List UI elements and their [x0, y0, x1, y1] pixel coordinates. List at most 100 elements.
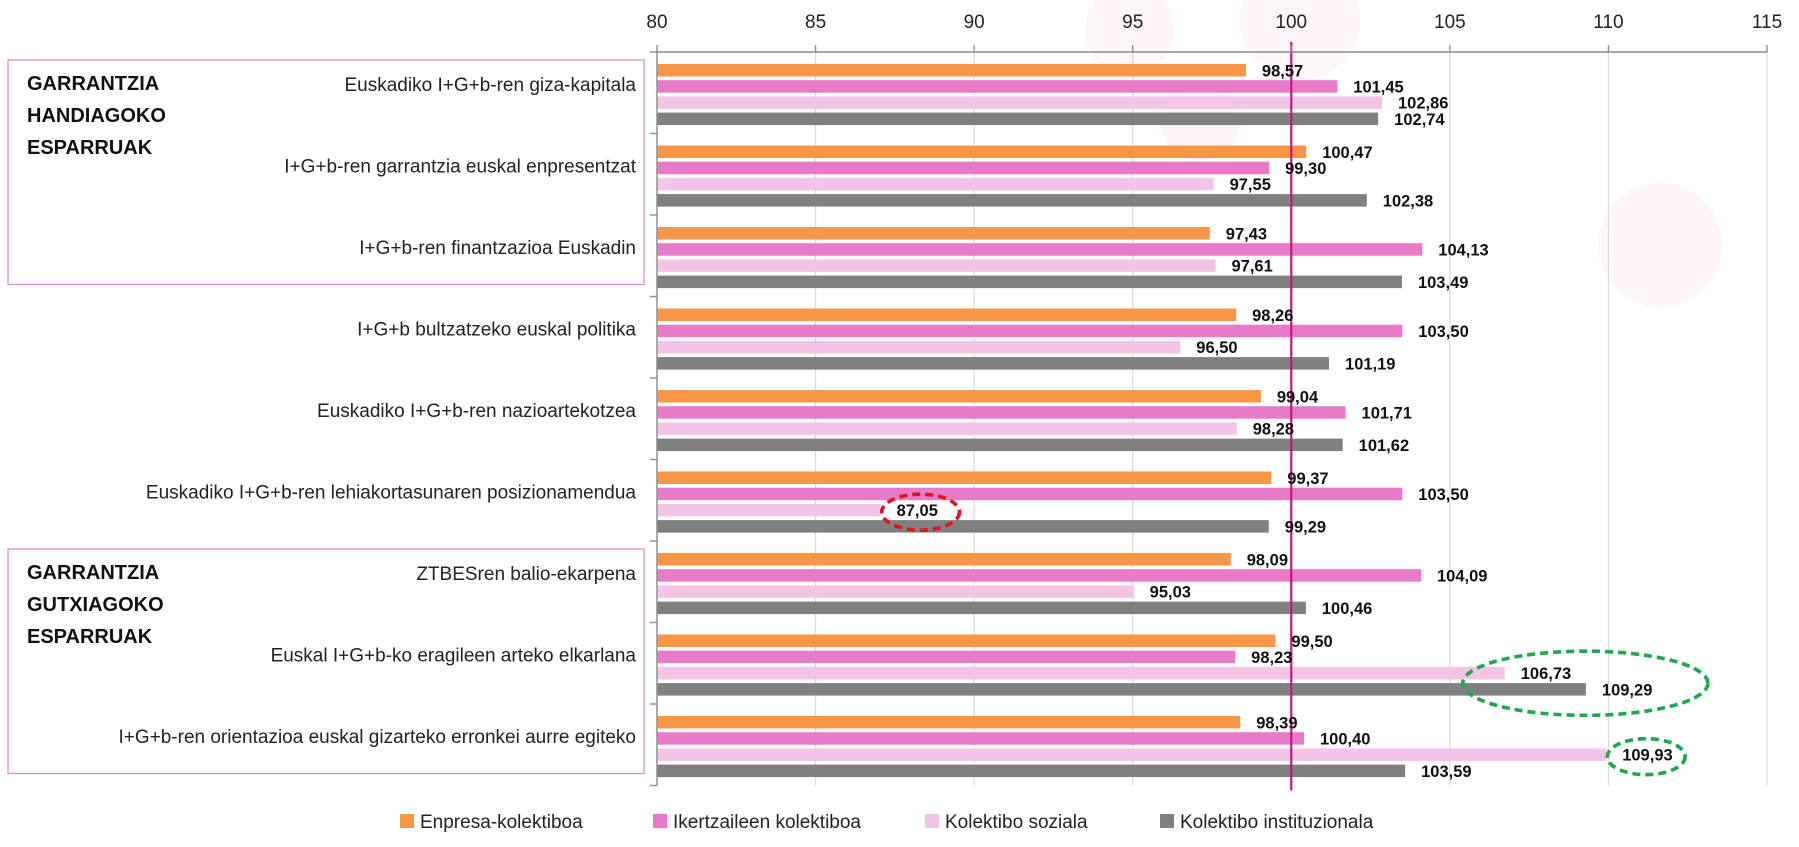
bar	[657, 503, 881, 517]
legend-swatch	[400, 814, 414, 828]
value-label: 101,45	[1353, 78, 1403, 96]
bar	[657, 112, 1379, 126]
value-label: 99,29	[1285, 518, 1326, 536]
value-label: 103,50	[1418, 486, 1468, 504]
bar	[657, 438, 1343, 452]
value-label: 101,19	[1345, 355, 1395, 373]
group-title: ESPARRUAK	[27, 626, 153, 648]
bar	[657, 520, 1269, 533]
value-label: 100,46	[1322, 600, 1372, 618]
bar	[657, 748, 1607, 761]
legend: Enpresa-kolektiboa Ikertzaileen kolektibo…	[400, 812, 1374, 833]
highlight-ellipses	[879, 492, 1710, 777]
bar	[657, 275, 1402, 289]
value-label: 87,05	[897, 502, 938, 520]
value-label: 103,49	[1418, 274, 1468, 292]
bar	[657, 732, 1304, 745]
highlight-ellipse	[879, 492, 962, 532]
value-label: 95,03	[1150, 584, 1191, 602]
group-title: HANDIAGOKO	[27, 105, 166, 127]
axis: 80 85 90 95 100 105 110 115	[646, 12, 1782, 787]
category-labels: Euskadiko I+G+b-ren giza-kapitala I+G+b-r…	[118, 75, 636, 748]
value-label: 109,93	[1622, 747, 1672, 765]
bar	[657, 601, 1306, 615]
bar	[657, 80, 1338, 93]
value-label: 109,29	[1602, 681, 1652, 699]
legend-entry: Kolektibo soziala	[945, 812, 1088, 833]
category-label: I+G+b-ren orientazioa euskal gizarteko e…	[118, 727, 636, 748]
legend-entry: Ikertzaileen kolektiboa	[673, 812, 861, 833]
highlight-ellipse	[1460, 649, 1710, 718]
group-boxes: GARRANTZIA HANDIAGOKO ESPARRUAK GARRANTZIA G…	[7, 59, 645, 775]
tick-label: 110	[1593, 12, 1623, 33]
category-label: Euskadiko I+G+b-ren lehiakortasunaren po…	[146, 483, 637, 504]
legend-swatch	[925, 814, 939, 828]
value-label: 101,71	[1362, 404, 1412, 422]
group-title: GARRANTZIA	[27, 562, 159, 584]
value-label: 98,57	[1262, 62, 1303, 80]
bar	[657, 161, 1270, 175]
group-box	[7, 548, 645, 775]
tick-label: 80	[646, 12, 667, 33]
bar	[657, 487, 1403, 501]
group-title: ESPARRUAK	[27, 137, 153, 159]
bar	[657, 471, 1272, 484]
bar	[657, 194, 1367, 207]
group-box	[7, 59, 645, 286]
bar	[657, 243, 1423, 256]
background-circle	[1598, 183, 1722, 307]
bar	[657, 308, 1237, 321]
value-label: 102,74	[1394, 111, 1445, 129]
category-label: I+G+b bultzatzeko euskal politika	[357, 320, 636, 341]
value-labels: 98,57 100,47 97,43 98,26 99,04 99,37 98,09 99,5…	[897, 62, 1673, 781]
value-label: 104,13	[1438, 241, 1488, 259]
value-label: 98,23	[1251, 649, 1292, 667]
group-title: GARRANTZIA	[27, 73, 159, 95]
bar	[657, 666, 1505, 680]
value-label: 97,55	[1230, 176, 1271, 194]
value-label: 106,73	[1521, 665, 1571, 683]
bar	[657, 340, 1181, 354]
bar	[657, 634, 1276, 647]
bar	[657, 96, 1382, 109]
tick-label: 90	[964, 12, 985, 33]
tick-label: 100	[1275, 12, 1307, 33]
bar	[657, 177, 1214, 191]
value-label: 99,50	[1291, 633, 1332, 651]
bar	[657, 64, 1246, 77]
value-label: 102,86	[1398, 95, 1448, 113]
tick-label: 115	[1752, 12, 1782, 33]
tick-label: 95	[1122, 12, 1143, 33]
category-label: Euskadiko I+G+b-ren giza-kapitala	[345, 75, 637, 96]
bar	[657, 227, 1210, 240]
background-circle	[1085, 0, 1175, 75]
value-label: 98,39	[1256, 714, 1297, 732]
bar	[657, 390, 1261, 403]
value-label: 96,50	[1196, 339, 1237, 357]
category-label: Euskadiko I+G+b-ren nazioartekotzea	[317, 401, 636, 422]
category-label: I+G+b-ren finantzazioa Euskadin	[359, 238, 636, 259]
category-label: I+G+b-ren garrantzia euskal enpresentzat	[284, 157, 636, 178]
bar	[657, 406, 1346, 419]
category-label: Euskal I+G+b-ko eragileen arteko elkarla…	[271, 646, 637, 667]
value-label: 98,26	[1252, 307, 1293, 325]
bar	[657, 650, 1236, 664]
value-label: 97,61	[1231, 258, 1272, 276]
value-label: 99,37	[1287, 470, 1328, 488]
value-label: 104,09	[1437, 567, 1487, 585]
value-label: 100,47	[1322, 144, 1372, 162]
value-label: 99,04	[1277, 388, 1319, 406]
bar	[657, 259, 1216, 272]
bar	[657, 422, 1237, 435]
legend-swatch	[653, 814, 667, 828]
bar	[657, 324, 1403, 338]
legend-swatch	[1160, 814, 1174, 828]
value-label: 101,62	[1359, 437, 1409, 455]
bars	[657, 64, 1607, 778]
value-label: 102,38	[1383, 192, 1433, 210]
value-label: 103,59	[1421, 763, 1471, 781]
bar	[657, 569, 1421, 582]
bar	[657, 585, 1134, 598]
bar	[657, 145, 1307, 158]
